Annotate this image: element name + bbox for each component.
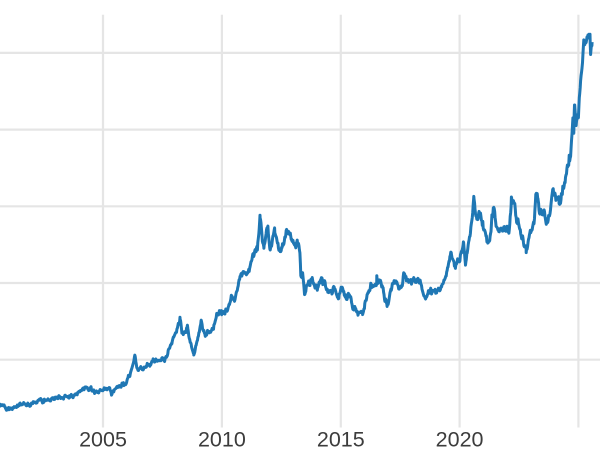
svg-text:2005: 2005	[79, 428, 127, 450]
svg-text:2020: 2020	[436, 428, 484, 450]
svg-text:2015: 2015	[317, 428, 365, 450]
svg-text:2010: 2010	[198, 428, 246, 450]
